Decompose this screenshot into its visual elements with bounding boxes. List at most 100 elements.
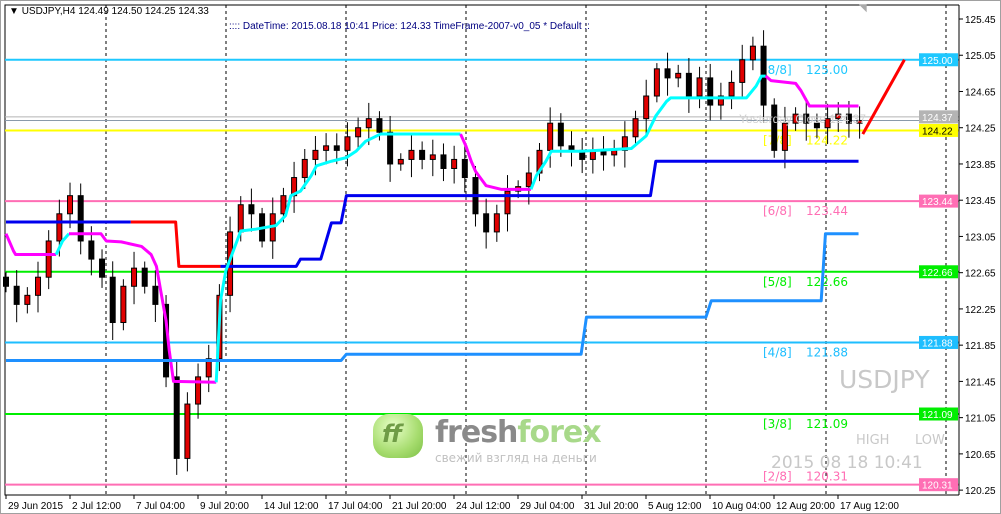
- candle: [707, 63, 714, 121]
- candle: [589, 137, 596, 174]
- candle-body: [557, 122, 564, 147]
- candle: [643, 79, 650, 137]
- candle: [408, 134, 415, 178]
- time-tick-label: 14 Jul 12:00: [264, 501, 319, 512]
- candle-body: [771, 104, 778, 151]
- level-value: 122.66: [806, 275, 848, 289]
- candle: [557, 113, 564, 157]
- candle-body: [493, 213, 500, 233]
- price-marker-label: 120.31: [922, 481, 953, 492]
- chart-shift-icon[interactable]: ◥: [859, 3, 867, 14]
- price-marker: [919, 335, 958, 349]
- time-tick-label: 29 Jun 2015: [8, 501, 63, 512]
- candle-body: [184, 403, 191, 459]
- candle-body: [483, 213, 490, 233]
- candle-body: [664, 68, 671, 79]
- candle-body: [13, 285, 20, 305]
- candle-body: [749, 45, 756, 61]
- price-marker-label: 121.88: [922, 338, 953, 349]
- candle: [419, 141, 426, 170]
- time-tick-label: 17 Aug 12:00: [840, 501, 899, 512]
- candle: [568, 131, 575, 167]
- candle: [728, 70, 735, 110]
- candle-body: [99, 258, 106, 278]
- price-tick-label: 123.05: [965, 232, 996, 243]
- price-tick-label: 125.45: [965, 15, 996, 26]
- price-marker: [919, 53, 958, 67]
- candle-body: [525, 172, 532, 188]
- collapse-arrow-icon[interactable]: ▼: [9, 6, 22, 17]
- time-tick-label: 21 Jul 20:00: [392, 501, 447, 512]
- price-tick-label: 124.25: [965, 124, 996, 135]
- candle-body: [109, 276, 116, 324]
- level-tag: [4/8]: [763, 345, 792, 359]
- candle: [771, 98, 778, 158]
- candle: [781, 106, 788, 169]
- level-value: 120.31: [806, 470, 848, 484]
- indicator-line: [214, 132, 461, 383]
- level-value: 125.00: [806, 63, 848, 77]
- candle-body: [301, 158, 308, 179]
- candle-body: [131, 267, 138, 287]
- candle-body: [653, 68, 660, 97]
- level-value: 121.88: [806, 345, 848, 359]
- candle-body: [419, 149, 426, 160]
- level-value: 123.44: [806, 204, 848, 218]
- candle-body: [781, 122, 788, 151]
- candle: [24, 287, 31, 314]
- candle: [387, 115, 394, 182]
- low-label: LOW: [915, 433, 945, 448]
- price-tick-label: 122.25: [965, 305, 996, 316]
- price-tick-label: 123.45: [965, 196, 996, 207]
- price-marker-label: 124.22: [922, 126, 953, 137]
- level-tag: [8/8]: [763, 63, 792, 77]
- time-tick-label: 17 Jul 04:00: [328, 501, 383, 512]
- candle: [621, 121, 628, 168]
- candle-body: [141, 267, 148, 287]
- candle-body: [429, 154, 436, 160]
- candle: [45, 230, 52, 290]
- price-marker: [919, 265, 958, 279]
- candle: [717, 82, 724, 120]
- time-tick-label: 29 Jul 04:00: [520, 501, 575, 512]
- indicator-line: [764, 74, 859, 108]
- price-marker: [919, 123, 958, 137]
- candle: [803, 98, 810, 141]
- symbol-ohlc: USDJPY,H4 124.49 124.50 124.25 124.33: [21, 6, 209, 17]
- candle-body: [376, 118, 383, 133]
- indicator-line: [130, 220, 221, 268]
- symbol-watermark: USDJPY: [839, 365, 930, 394]
- candle: [269, 197, 276, 259]
- candle: [99, 249, 106, 288]
- candle-body: [312, 149, 319, 160]
- candle-body: [856, 119, 863, 124]
- candle: [184, 392, 191, 472]
- candle: [344, 122, 351, 167]
- candle-body: [824, 118, 831, 129]
- level-tag: [2/8]: [763, 470, 792, 484]
- indicator-info: :::: DateTime: 2015.08.18 10:41 Price: 1…: [229, 21, 590, 32]
- time-axis-bg: [1, 496, 959, 513]
- indicator-line: [459, 133, 531, 191]
- candle: [664, 52, 671, 96]
- candle: [739, 44, 746, 99]
- datetime-watermark: 2015 08 18 10:41: [771, 453, 923, 473]
- indicator-line: [6, 232, 859, 363]
- price-tick-label: 124.65: [965, 87, 996, 98]
- candle-body: [440, 154, 447, 169]
- price-tick-label: 121.05: [965, 414, 996, 425]
- price-marker-label: 123.44: [922, 197, 953, 208]
- time-tick-label: 7 Jul 04:00: [136, 501, 185, 512]
- candle: [792, 107, 799, 131]
- candle-body: [547, 122, 554, 151]
- logo-tagline: свежий взгляд на деньги: [435, 451, 597, 465]
- yesterday-close-label: Yesterday Close 124.37: [739, 112, 866, 126]
- candle-body: [675, 72, 682, 79]
- candle: [205, 344, 212, 393]
- candle: [856, 106, 863, 139]
- price-tick-label: 125.05: [965, 51, 996, 62]
- level-tag: [3/8]: [763, 417, 792, 431]
- candle-body: [408, 149, 415, 160]
